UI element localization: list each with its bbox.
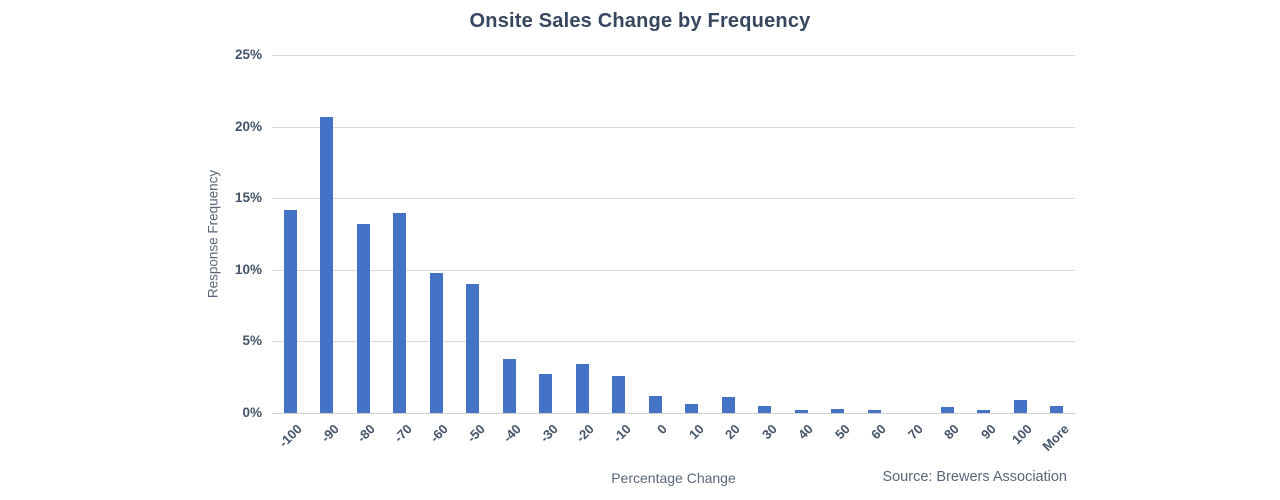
x-tick-label: 60: [868, 421, 890, 443]
gridline: [272, 269, 1075, 271]
x-tick-label: More: [1039, 421, 1072, 454]
bar-40: [795, 410, 808, 413]
x-tick-label: 30: [758, 421, 780, 443]
x-tick-label: -10: [609, 421, 634, 446]
y-tick-label: 10%: [234, 261, 262, 277]
x-tick-label: 50: [831, 421, 853, 443]
gridline: [272, 55, 1075, 56]
x-tick-label: 20: [722, 421, 744, 443]
x-tick-label: -20: [573, 421, 598, 446]
x-axis-line: [272, 413, 1075, 414]
bar-0: [649, 396, 662, 413]
bar-More: [1050, 406, 1063, 413]
source-note: Source: Brewers Association: [882, 469, 1067, 485]
bar-20: [722, 397, 735, 413]
bar--80: [357, 224, 370, 413]
y-tick-label: 25%: [234, 47, 262, 62]
x-tick-label: -70: [390, 421, 415, 446]
y-tick-label: 0%: [242, 405, 262, 420]
x-tick-label: -40: [500, 421, 525, 446]
bar-100: [1014, 400, 1027, 413]
gridline: [272, 126, 1075, 128]
y-tick-label: 15%: [234, 190, 262, 206]
x-tick-label: -60: [427, 421, 452, 446]
y-tick-label: 20%: [234, 118, 262, 134]
x-tick-label: 0: [654, 421, 671, 438]
y-tick-label: 5%: [242, 333, 262, 349]
bar--10: [612, 376, 625, 413]
plot-area: [272, 55, 1075, 414]
x-tick-label: 10: [685, 421, 707, 443]
gridline: [272, 198, 1075, 200]
x-tick-label: -90: [317, 421, 342, 446]
x-tick-label: -80: [354, 421, 379, 446]
bar--40: [503, 359, 516, 413]
x-tick-label: -100: [276, 421, 306, 451]
bar-60: [868, 410, 881, 413]
x-axis-title: Percentage Change: [611, 470, 736, 486]
x-tick-label: 40: [795, 421, 817, 443]
chart-title: Onsite Sales Change by Frequency: [469, 10, 811, 32]
bar--70: [393, 213, 406, 413]
gridline: [272, 341, 1075, 343]
bar--50: [466, 284, 479, 413]
x-tick-label: 90: [977, 421, 999, 443]
bar--30: [539, 374, 552, 413]
bar-80: [941, 407, 954, 413]
bar--60: [430, 273, 443, 413]
bar--90: [320, 117, 333, 413]
y-axis-title: Response Frequency: [205, 169, 221, 299]
bar-10: [685, 404, 698, 413]
x-tick-label: 100: [1009, 421, 1036, 448]
bar-50: [831, 409, 844, 413]
x-tick-label: -50: [463, 421, 488, 446]
bar-30: [758, 406, 771, 413]
bar--20: [576, 364, 589, 413]
x-tick-label: 70: [904, 421, 926, 443]
x-tick-label: -30: [536, 421, 561, 446]
bar-90: [977, 410, 990, 413]
x-tick-label: 80: [941, 421, 963, 443]
bar--100: [284, 210, 297, 413]
